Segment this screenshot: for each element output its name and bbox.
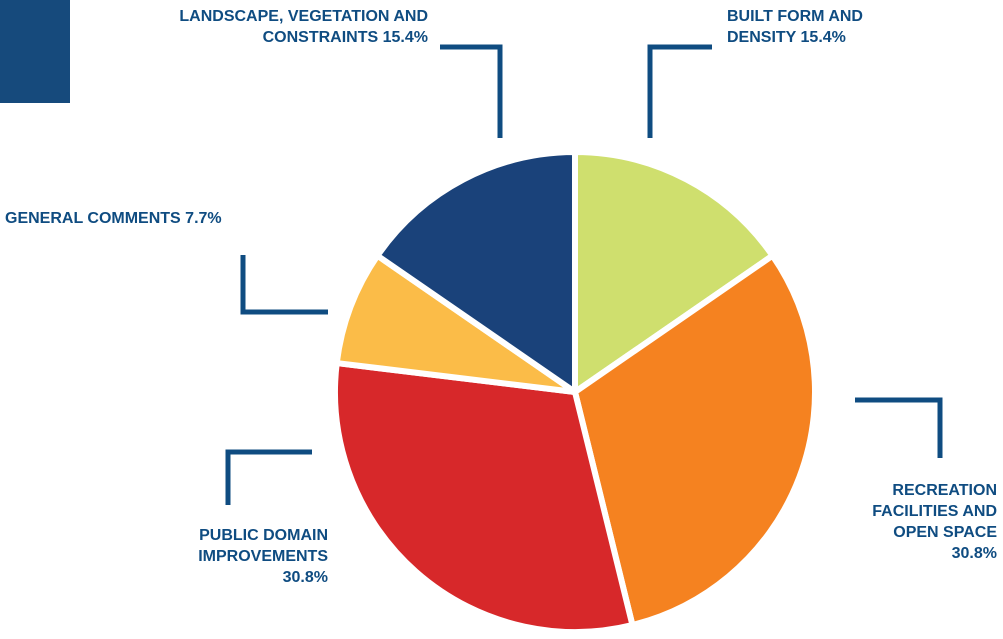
- value-label: 30.8%: [282, 569, 328, 586]
- slice: [572, 252, 818, 629]
- slice-label: LANDSCAPE, VEGETATION AND CONSTRAINTS 15…: [128, 6, 428, 48]
- category-name: BUILT FORM AND DENSITY: [727, 8, 863, 46]
- category-name: GENERAL COMMENTS: [5, 210, 181, 227]
- category-name: LANDSCAPE, VEGETATION AND CONSTRAINTS: [179, 8, 428, 46]
- value-label: 30.8%: [951, 545, 997, 562]
- value-label: 15.4%: [382, 29, 428, 46]
- category-name: RECREATION FACILITIES AND OPEN SPACE: [872, 482, 997, 541]
- slice: [332, 360, 636, 635]
- corner-block: [0, 0, 70, 103]
- value-label: 7.7%: [185, 210, 222, 227]
- connector: [240, 255, 328, 315]
- value-label: 15.4%: [800, 29, 846, 46]
- connector: [225, 449, 312, 505]
- connector: [647, 44, 712, 138]
- slice: [374, 149, 578, 395]
- category-name: PUBLIC DOMAIN IMPROVEMENTS: [198, 527, 328, 565]
- slice-label: PUBLIC DOMAIN IMPROVEMENTS 30.8%: [178, 525, 328, 588]
- connector: [855, 397, 943, 458]
- slice-label: RECREATION FACILITIES AND OPEN SPACE 30.…: [847, 480, 997, 564]
- slice: [572, 149, 776, 395]
- connector: [440, 44, 503, 138]
- slice-label: BUILT FORM AND DENSITY 15.4%: [727, 6, 927, 48]
- slice-label: GENERAL COMMENTS 7.7%: [5, 208, 325, 229]
- slices: [332, 149, 818, 635]
